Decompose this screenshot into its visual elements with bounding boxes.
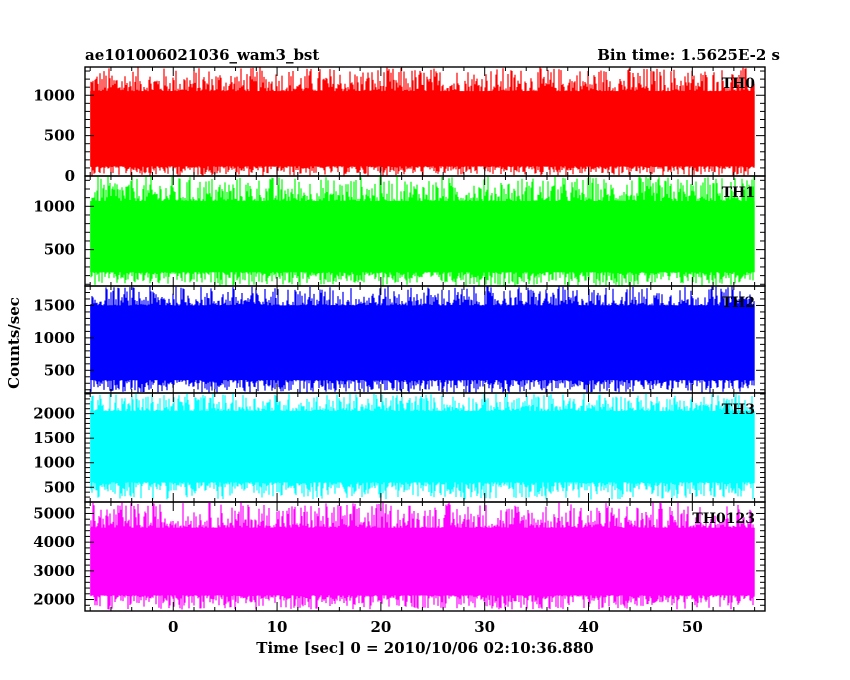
panel-th2: 500 1000 1500 TH2 [33,285,766,394]
panel-label-th3: TH3 [722,402,755,418]
x-tick-label: 20 [370,618,391,636]
y-tick-label-th3: 1500 [33,429,75,447]
series-line-th3 [90,393,755,500]
y-tick-label-th2: 1500 [33,296,75,314]
y-tick-label-th3: 2000 [33,405,75,423]
panel-label-th0: TH0 [722,76,756,92]
y-tick-label-th0: 500 [44,127,75,145]
x-tick-label: 50 [682,618,703,636]
x-tick-label: 30 [474,618,495,636]
panel-label-th2: TH2 [722,295,755,311]
series-line-th2 [90,286,755,393]
series-line-th1 [90,176,755,286]
panel-label-th1: TH1 [722,185,755,201]
y-tick-label-th2: 500 [44,361,75,379]
y-tick-label-th1: 1000 [33,197,75,215]
panels: 0 500 1000 TH0 500 1000 TH1 500 1000 1500 TH2 500 10… [33,66,766,612]
x-axis-label: Time [sec] 0 = 2010/10/06 02:10:36.880 [256,639,593,657]
panel-th1: 500 1000 TH1 [33,175,766,287]
series-line-th0123 [90,502,755,610]
panel-th0: 0 500 1000 TH0 [33,66,766,185]
y-tick-label-th0123: 3000 [33,562,75,580]
x-tick-label: 10 [267,618,288,636]
plot-title: ae101006021036_wam3_bst [85,46,319,64]
bin-time-label: Bin time: 1.5625E-2 s [597,46,780,64]
x-tick-label: 0 [168,618,178,636]
y-axis-label: Counts/sec [5,297,23,389]
x-axis: 0 10 20 30 40 50 [168,618,703,636]
y-tick-label-th1: 500 [44,241,75,259]
y-tick-label-th0123: 4000 [33,533,75,551]
y-tick-label-th0: 1000 [33,86,75,104]
panel-frame-th0123 [84,501,766,612]
panel-th3: 500 1000 1500 2000 TH3 [33,392,766,503]
x-tick-label: 40 [578,618,599,636]
y-tick-label-th0123: 5000 [33,504,75,522]
series-line-th0 [90,67,755,176]
y-tick-label-th0: 0 [65,167,75,185]
y-tick-label-th2: 1000 [33,329,75,347]
y-tick-label-th3: 500 [44,478,75,496]
y-tick-label-th0123: 2000 [33,591,75,609]
panel-label-th0123: TH0123 [692,511,755,527]
panel-th0123: 2000 3000 4000 5000 TH0123 [33,501,766,612]
y-tick-label-th3: 1000 [33,454,75,472]
